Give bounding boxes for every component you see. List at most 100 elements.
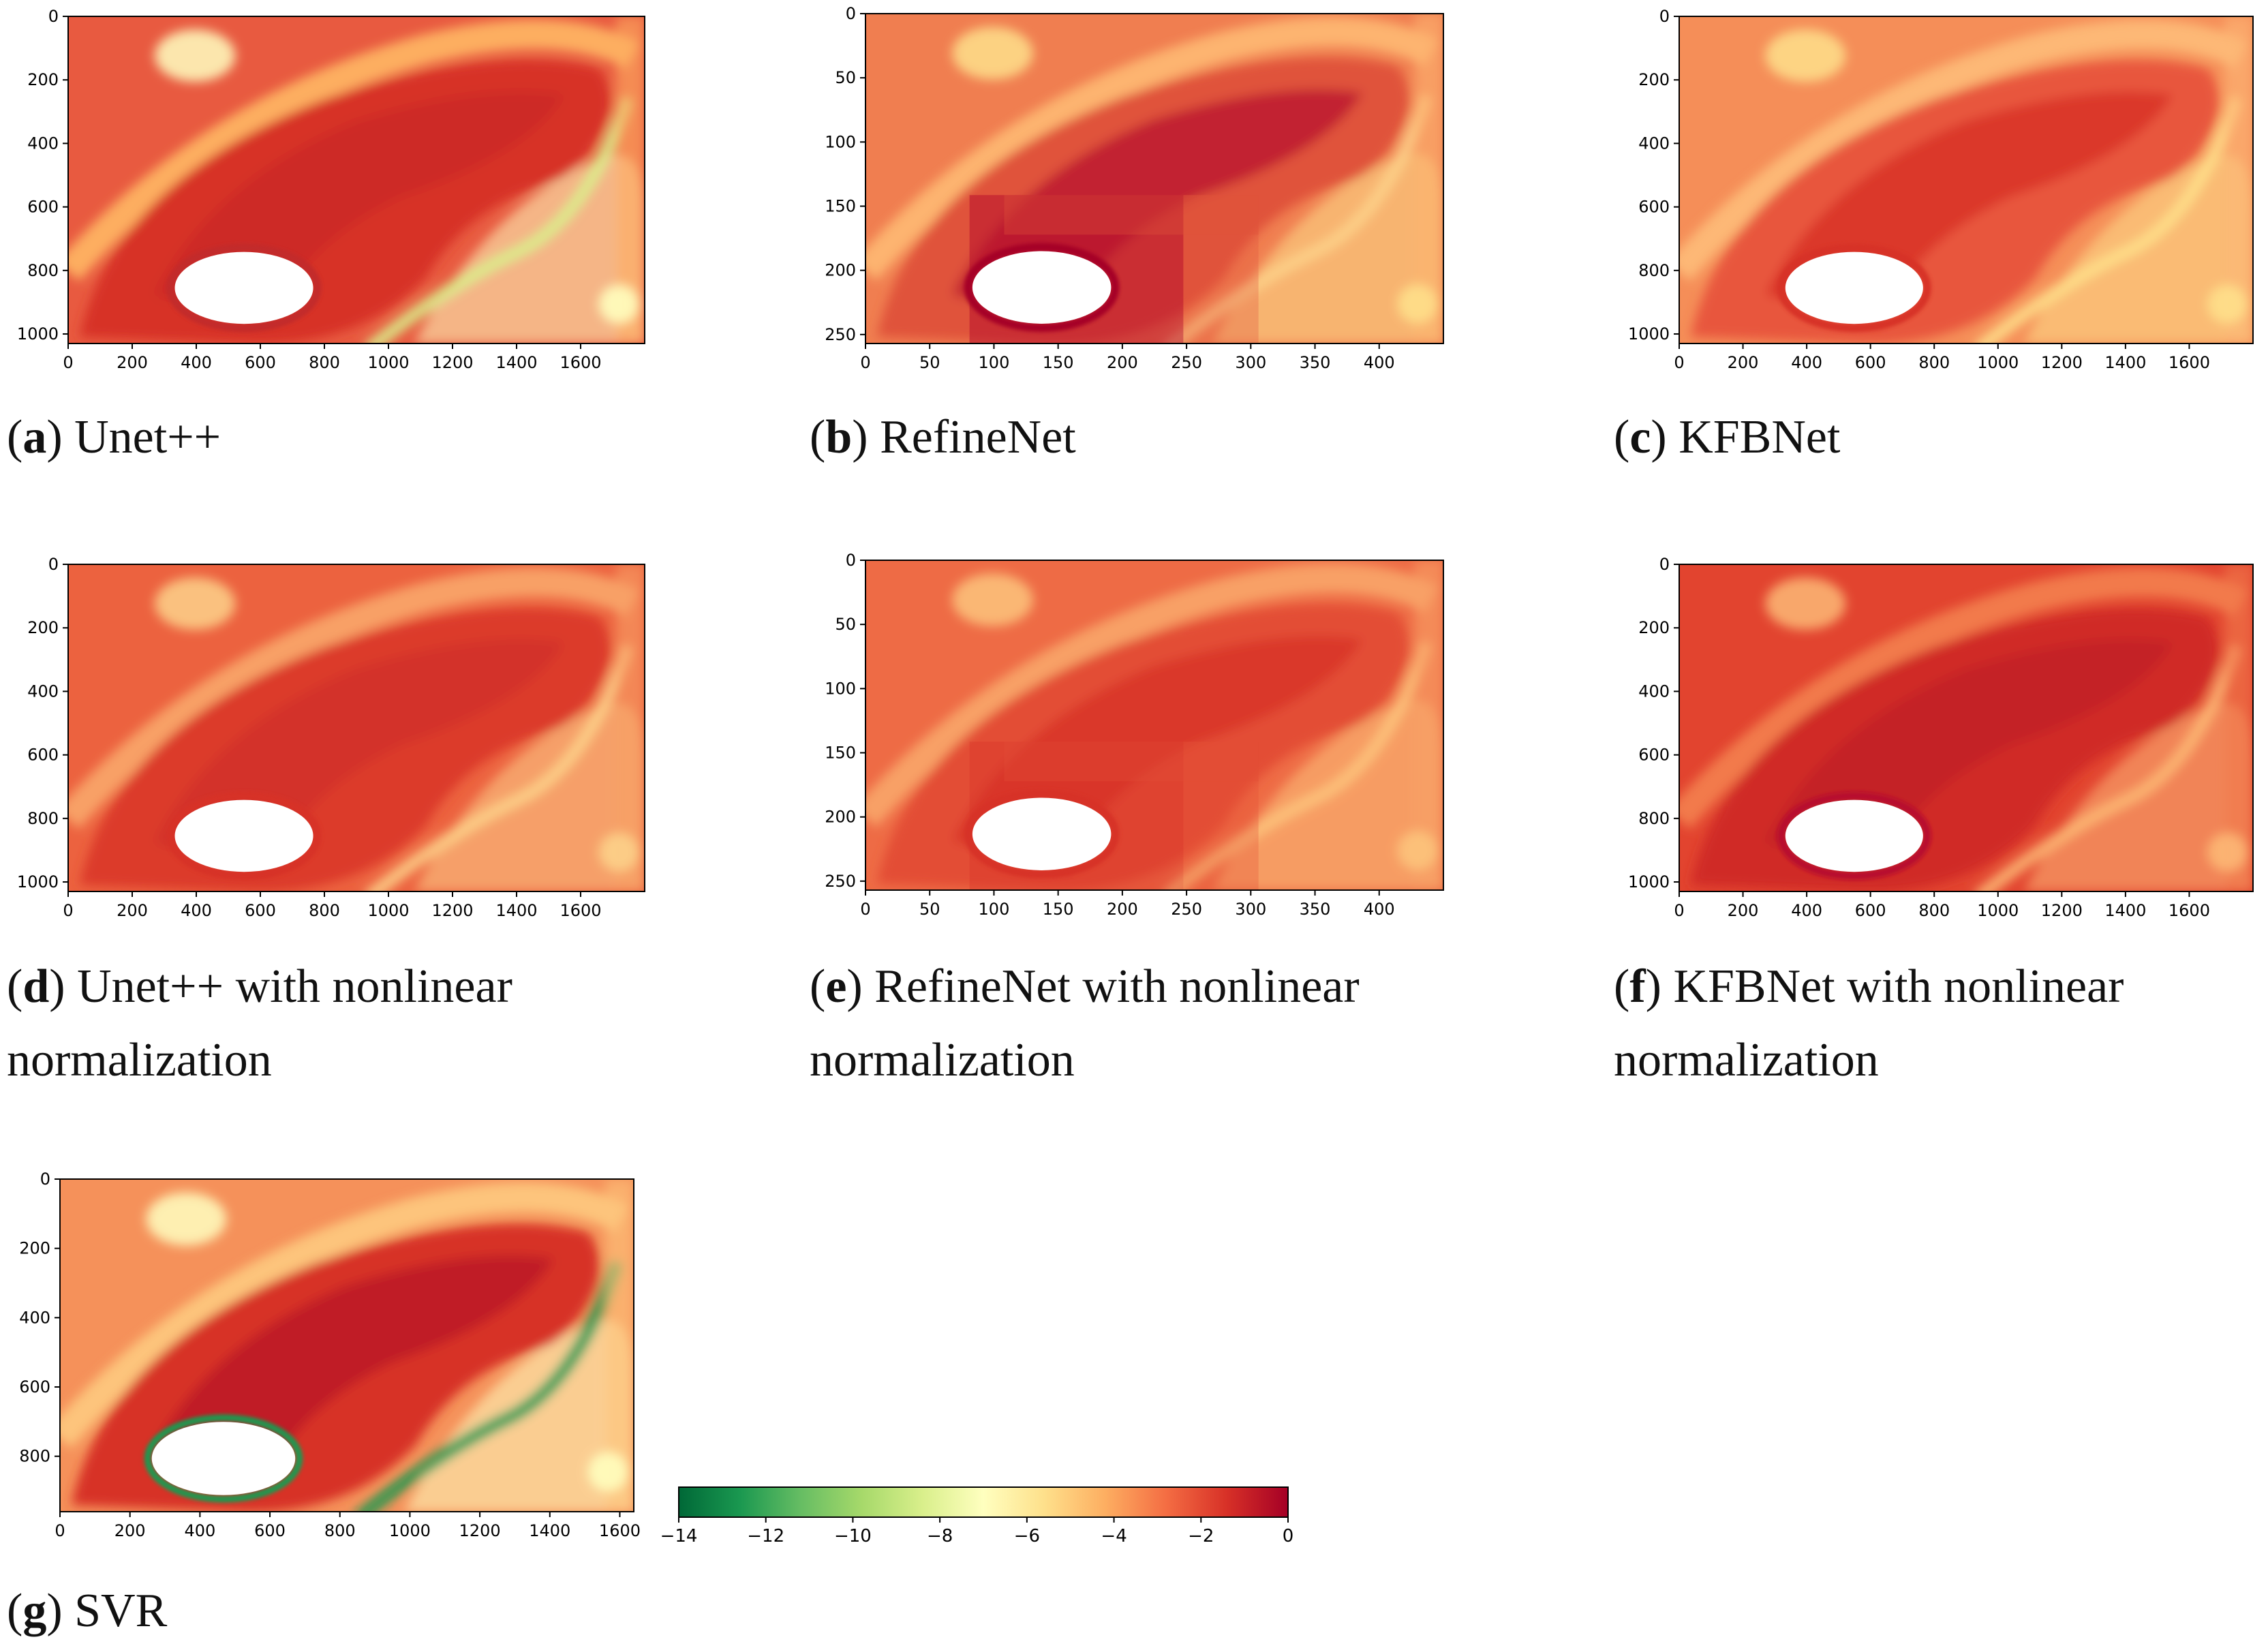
x-tick-label: 1200 <box>431 353 473 372</box>
heatmap-image-e <box>865 560 1443 890</box>
x-tick-label: 1200 <box>2041 353 2083 372</box>
caption-f: (f) KFBNet with nonlinear normalization <box>1614 950 2261 1097</box>
caption-a-label: a <box>22 411 47 463</box>
caption-d-line1: (d) Unet++ with nonlinear <box>7 960 512 1013</box>
blob-bottom-right <box>587 1452 628 1492</box>
x-tick-label: 800 <box>324 1521 356 1540</box>
blob-bottom-right <box>1397 830 1438 870</box>
x-tick-label: 1200 <box>459 1521 501 1540</box>
y-tick-label: 400 <box>27 682 59 701</box>
heatmap-image-d <box>68 564 645 891</box>
outer-band <box>60 1182 630 1448</box>
x-tick-label: 800 <box>1918 353 1950 372</box>
caption-a-text: Unet++ <box>74 411 221 463</box>
y-tick-label: 600 <box>1638 198 1670 217</box>
panel-g: 0 200 400 600 800 1000 1200 1400 1600 0 200 400 600 8… <box>19 1170 641 1540</box>
x-tick-label: 300 <box>1235 353 1266 372</box>
caption-c: (c) KFBNet <box>1614 411 1841 463</box>
y-tick-label: 800 <box>1638 809 1670 828</box>
caption-f-text: KFBNet with nonlinear <box>1673 960 2124 1013</box>
blob-bottom-right <box>598 832 639 872</box>
y-tick-label: 50 <box>835 615 856 634</box>
panel-a: 0 200 400 600 800 1000 1200 1400 1600 0 200 400 600 8… <box>17 7 645 372</box>
x-tick-label: 100 <box>979 353 1010 372</box>
x-tick-label: 400 <box>1791 353 1822 372</box>
x-tick-label: 150 <box>1043 900 1074 919</box>
caption-c-label: c <box>1629 411 1651 463</box>
x-tick-label: 200 <box>1728 901 1759 920</box>
y-tick-label: 0 <box>48 7 59 26</box>
panel-c: 0 200 400 600 800 1000 1200 1400 1600 0 200 400 600 8… <box>1628 7 2254 372</box>
caption-a: (a) Unet++ <box>7 411 221 463</box>
y-tick-label: 100 <box>825 679 856 698</box>
caption-f-line1: (f) KFBNet with nonlinear <box>1614 960 2124 1013</box>
caption-e-line1: (e) RefineNet with nonlinear <box>810 960 1360 1013</box>
y-tick-label: 1000 <box>1628 324 1670 344</box>
y-tick-label: 100 <box>825 132 856 151</box>
outer-band <box>865 563 1439 827</box>
x-tick-label: 250 <box>1171 900 1202 919</box>
x-tick-label: 400 <box>1791 901 1822 920</box>
hole-ring <box>144 1414 303 1503</box>
heatmap-image-f <box>1679 564 2253 891</box>
nodata-hole <box>151 1422 296 1495</box>
outer-band <box>68 19 641 281</box>
x-tick-label: 0 <box>63 901 73 920</box>
hole-ring <box>1777 791 1931 881</box>
x-tick-label: 1000 <box>1977 353 2019 372</box>
x-tick-label: 800 <box>309 901 340 920</box>
colorbar-tick-label: 0 <box>1283 1526 1294 1546</box>
caption-d-label: d <box>22 960 50 1013</box>
y-tick-label: 200 <box>1638 70 1670 89</box>
x-tick-label: 350 <box>1300 900 1331 919</box>
hole-ring <box>964 243 1120 332</box>
heatmap-image-b <box>865 14 1443 344</box>
x-tick-label: 0 <box>860 353 870 372</box>
caption-d-text: Unet++ with nonlinear <box>77 960 512 1013</box>
outer-band <box>68 567 641 829</box>
y-tick-label: 600 <box>1638 746 1670 765</box>
colorbar-tick-label: −12 <box>747 1526 784 1546</box>
x-tick-label: 600 <box>1855 353 1886 372</box>
x-tick-label: 600 <box>245 901 276 920</box>
x-tick-label: 600 <box>245 353 276 372</box>
river-stripe <box>365 643 634 891</box>
x-tick-label: 1400 <box>2104 901 2146 920</box>
x-tick-label: 200 <box>1107 900 1138 919</box>
axes-e: 0 50 100 150 200 250 300 350 400 0 50 100 150 200 250 <box>825 551 1394 919</box>
colorbar: −14 −12 −10 −8 −6 −4 −2 0 <box>660 1486 1294 1546</box>
x-tick-label: 1600 <box>599 1521 641 1540</box>
blob-bottom-right <box>1397 284 1438 324</box>
river-stripe <box>1163 640 1432 890</box>
caption-b: (b) RefineNet <box>810 411 1076 463</box>
y-tick-label: 200 <box>27 618 59 637</box>
y-tick-label: 1000 <box>1628 872 1670 891</box>
x-tick-label: 200 <box>114 1521 146 1540</box>
colorbar-tick-label: −8 <box>927 1526 953 1546</box>
caption-e-text: RefineNet with nonlinear <box>874 960 1360 1013</box>
hole-ring <box>1777 243 1931 333</box>
river-stripe <box>365 95 634 344</box>
y-tick-label: 800 <box>1638 261 1670 280</box>
x-tick-label: 200 <box>117 901 148 920</box>
patch-top-left <box>154 29 236 82</box>
nodata-hole <box>972 251 1112 324</box>
x-tick-label: 200 <box>1107 353 1138 372</box>
heatmap-image-a <box>68 16 645 344</box>
x-tick-label: 50 <box>919 353 940 372</box>
nodata-hole <box>1785 799 1923 872</box>
colorbar-gradient <box>678 1486 1289 1518</box>
y-tick-label: 0 <box>48 555 59 574</box>
caption-g-label: g <box>22 1585 47 1637</box>
hole-ring <box>166 791 322 881</box>
plot-frame <box>1679 564 2254 892</box>
x-tick-label: 0 <box>860 900 870 919</box>
x-tick-label: 1000 <box>389 1521 431 1540</box>
plot-frame <box>865 560 1444 891</box>
x-tick-label: 1400 <box>495 901 537 920</box>
tile-block <box>1183 742 1259 890</box>
y-tick-label: 1000 <box>17 324 59 344</box>
axes-a: 0 200 400 600 800 1000 1200 1400 1600 0 200 400 600 8… <box>17 7 602 372</box>
nodata-hole <box>174 799 313 872</box>
outer-band <box>865 16 1439 281</box>
